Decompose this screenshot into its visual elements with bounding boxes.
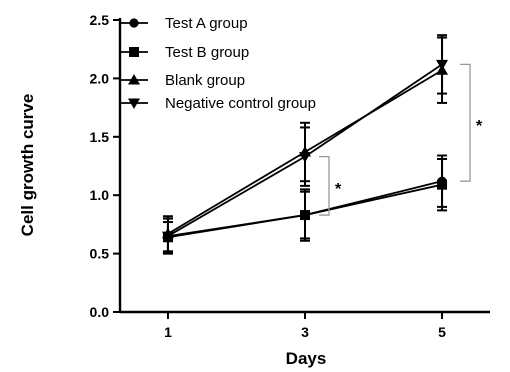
legend-label: Negative control group [165,95,316,112]
legend-label: Blank group [165,72,245,89]
y-tick-label: 2.0 [90,70,110,86]
legend-item: Blank group [120,72,245,89]
series-negative-control-group [161,34,449,255]
legend-item: Negative control group [120,95,316,112]
x-tick-label: 5 [438,324,446,340]
y-tick-label: 0.5 [90,246,110,262]
significance-mark: * [476,118,483,135]
annotation-layer: ** [319,63,483,216]
data-point [161,231,174,243]
legend-marker [129,47,139,57]
data-point [300,210,310,221]
x-tick-label: 1 [164,324,172,340]
data-point [437,179,448,190]
legend-label: Test A group [165,15,248,32]
legend-marker [128,98,140,109]
legend: Test A group Test B group Blank group Negat… [120,15,316,112]
y-tick-label: 1.0 [90,187,110,203]
data-point [436,59,449,71]
legend-item: Test A group [120,15,248,32]
legend-marker [128,74,140,85]
series-layer [161,34,449,255]
x-axis-title: Days [286,349,327,368]
legend-marker [129,18,139,28]
x-tick-label: 3 [301,324,309,340]
y-tick-label: 0.0 [90,304,110,320]
legend-item: Test B group [120,44,249,61]
significance-bracket [319,156,330,216]
legend-label: Test B group [165,44,249,61]
axes: 0.0 0.5 1.0 1.5 2.0 2.5 1 3 5 [90,12,490,340]
y-tick-label: 1.5 [90,129,110,145]
significance-mark: * [335,181,342,198]
y-axis-title: Cell growth curve [18,94,37,237]
y-tick-label: 2.5 [90,12,110,28]
significance-bracket [460,63,471,182]
data-point [299,152,311,163]
